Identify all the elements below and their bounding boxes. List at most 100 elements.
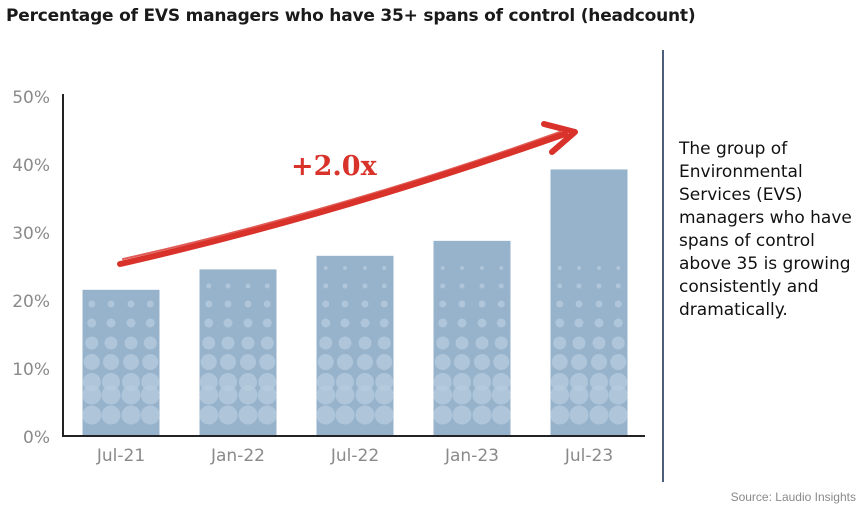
x-tick-label: Jan-22 — [210, 446, 265, 466]
bar-dot — [455, 336, 469, 350]
bar-dot — [475, 336, 489, 350]
bar-dot — [569, 385, 589, 405]
bar-dot — [592, 336, 606, 350]
bar-dot — [491, 385, 511, 405]
bar-dot — [259, 354, 276, 370]
bar-dot — [497, 300, 505, 308]
bar-dot — [335, 373, 354, 391]
bar-dot — [322, 300, 330, 308]
bar-dot — [101, 405, 121, 425]
bar-dot — [241, 336, 255, 350]
bar-dot — [572, 336, 586, 350]
bar-dot — [199, 373, 218, 391]
bar-dot — [574, 318, 584, 328]
bar-dot — [569, 405, 589, 425]
bar-dot — [434, 354, 451, 370]
bar-dot — [591, 354, 608, 370]
bar-dot — [104, 336, 118, 350]
bar-dot — [224, 300, 232, 308]
bar-dot — [459, 266, 464, 270]
bar-dot — [341, 300, 349, 308]
bar-dot — [319, 336, 333, 350]
bar-dot — [323, 266, 328, 270]
bar-dot — [257, 405, 277, 425]
bar-dot — [225, 283, 231, 289]
bar-dot — [362, 283, 368, 289]
bar-dot — [199, 405, 219, 425]
bar-dot — [260, 336, 274, 350]
y-tick-label: 40% — [12, 156, 50, 176]
bar-dot — [379, 318, 389, 328]
growth-arrow-stroke — [122, 131, 561, 260]
bar-dot — [340, 318, 350, 328]
bar-dot — [492, 373, 511, 391]
bar-dot — [382, 266, 387, 270]
bar-dot — [436, 336, 450, 350]
bar-dot — [575, 300, 583, 308]
bar-dot — [576, 266, 581, 270]
bar-dot — [122, 373, 141, 391]
bar-dot — [611, 336, 625, 350]
divider-line — [662, 50, 664, 482]
x-tick-label: Jul-22 — [330, 446, 379, 466]
bar-dot — [494, 336, 508, 350]
bar-dot — [143, 336, 157, 350]
bar-dot — [85, 336, 99, 350]
bar-dot — [87, 318, 97, 328]
growth-annotation: +2.0x — [291, 151, 378, 182]
bar-dot — [199, 385, 219, 405]
bar-dot — [569, 373, 588, 391]
bar-dot — [590, 373, 609, 391]
bar-dot — [380, 300, 388, 308]
y-tick-label: 20% — [12, 292, 50, 312]
bar-dot — [614, 300, 622, 308]
bar-dot — [219, 354, 236, 370]
bar-dot — [121, 405, 141, 425]
bar-dot — [141, 373, 160, 391]
bar-dot — [610, 354, 627, 370]
bar-dot — [498, 283, 504, 289]
bar-dot — [317, 354, 334, 370]
bar-dot — [140, 385, 160, 405]
bar-dot — [240, 354, 257, 370]
bar-dot-texture — [316, 266, 394, 425]
bar-dot — [550, 373, 569, 391]
bar-dot — [550, 405, 570, 425]
bar-dot — [263, 300, 271, 308]
bar-dot — [550, 385, 570, 405]
bar-dot — [555, 318, 565, 328]
bar-dot — [452, 405, 472, 425]
bar-dot-texture — [433, 266, 511, 425]
bar-dot — [142, 354, 159, 370]
bar-dot — [200, 354, 217, 370]
bar-dot-texture — [82, 300, 160, 425]
bar-dot — [458, 300, 466, 308]
bar-dot — [205, 300, 213, 308]
bar-dot — [433, 373, 452, 391]
bar-dot — [316, 373, 335, 391]
bar-dot — [496, 318, 506, 328]
bar-dot — [358, 336, 372, 350]
bar-dot — [335, 405, 355, 425]
bar-dot — [238, 405, 258, 425]
bar-dot — [245, 283, 251, 289]
bar-dot — [609, 373, 628, 391]
bar-dot — [126, 318, 136, 328]
bar-dot — [221, 336, 235, 350]
bar-dot — [433, 385, 453, 405]
growth-arrow-head — [541, 121, 578, 155]
bar-dot — [243, 318, 253, 328]
bar-dot — [101, 373, 120, 391]
bar-dot — [474, 354, 491, 370]
bar-dot — [363, 266, 368, 270]
bar-dot — [140, 405, 160, 425]
bar-dot — [615, 283, 621, 289]
bar-dot — [472, 385, 492, 405]
bar-dot — [102, 354, 119, 370]
bar-dot — [238, 385, 258, 405]
bar-dot — [127, 300, 135, 308]
bar-dot — [493, 354, 510, 370]
bar-dot — [223, 318, 233, 328]
bar-dot — [433, 405, 453, 425]
